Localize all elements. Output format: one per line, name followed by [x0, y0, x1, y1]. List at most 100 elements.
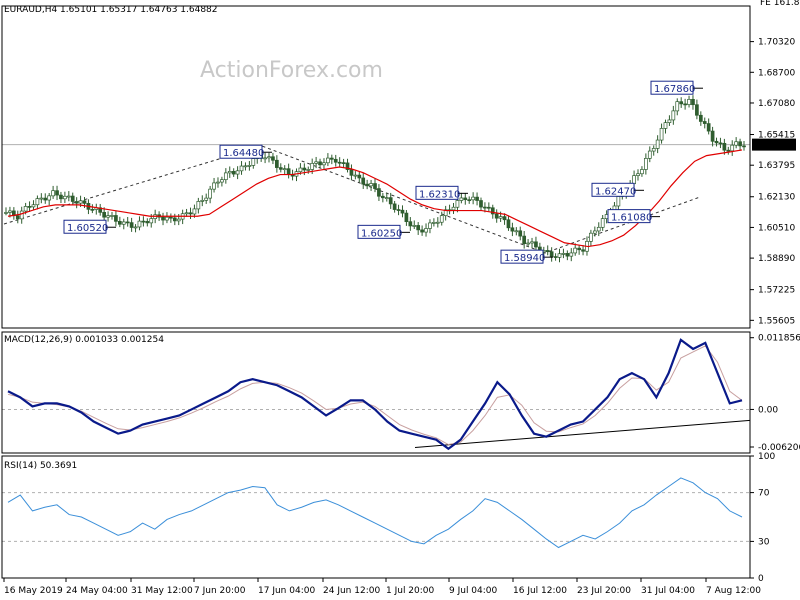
- candle-body: [526, 242, 530, 245]
- x-tick-label: 31 Jul 04:00: [641, 586, 695, 596]
- candle-body: [518, 230, 523, 237]
- candle-body: [384, 197, 389, 199]
- y-tick-label: 1.58890: [758, 254, 795, 264]
- candle-body: [561, 253, 566, 255]
- candle-body: [722, 142, 727, 151]
- candle-body: [243, 165, 248, 168]
- candle-body: [341, 162, 346, 164]
- candle-body: [102, 211, 106, 218]
- candle-body: [710, 130, 715, 142]
- y-tick-label: 1.60510: [758, 223, 795, 233]
- candle-body: [416, 225, 421, 231]
- candle-body: [726, 149, 731, 152]
- candle-body: [506, 219, 511, 229]
- fib-level-label: FE 161.8: [760, 0, 800, 8]
- candle-body: [165, 216, 169, 221]
- candle-body: [70, 195, 75, 202]
- price-annotation: 1.58940: [504, 253, 545, 264]
- candle-body: [486, 206, 491, 209]
- candle-body: [573, 247, 578, 254]
- candle-body: [349, 169, 354, 176]
- candle-body: [169, 216, 173, 219]
- candle-body: [51, 190, 55, 197]
- candle-body: [149, 218, 154, 224]
- candle-body: [267, 156, 271, 159]
- candle-body: [227, 170, 232, 174]
- candle-body: [220, 179, 224, 183]
- candle-body: [90, 209, 95, 211]
- candle-body: [361, 177, 366, 185]
- candle-body: [63, 195, 67, 200]
- candle-body: [145, 221, 150, 224]
- candle-body: [644, 158, 648, 170]
- candle-body: [278, 167, 283, 170]
- candle-body: [577, 247, 581, 251]
- candle-body: [471, 196, 475, 201]
- candle-body: [172, 217, 177, 222]
- candle-body: [459, 197, 464, 201]
- candle-body: [683, 103, 687, 106]
- candle-body: [326, 157, 330, 164]
- candle-body: [204, 197, 209, 201]
- candle-body: [655, 139, 660, 149]
- candle-body: [636, 173, 640, 176]
- rsi-line: [7, 477, 743, 549]
- candle-body: [23, 206, 28, 212]
- candle-body: [706, 123, 711, 132]
- candle-body: [365, 183, 369, 187]
- candle-body: [275, 159, 279, 168]
- candle-body: [553, 256, 558, 258]
- candle-body: [373, 183, 377, 189]
- candle-body: [47, 195, 52, 201]
- x-tick-label: 16 May 2019: [4, 586, 63, 596]
- candle-body: [742, 145, 746, 148]
- candle-body: [730, 144, 735, 152]
- candle-body: [117, 220, 122, 225]
- rsi-tick-label: 100: [758, 452, 775, 462]
- macd-panel: [2, 338, 751, 451]
- candle-body: [691, 99, 695, 106]
- candle-body: [388, 197, 393, 205]
- moving-average-line: [7, 149, 743, 248]
- x-tick-label: 1 Jul 20:00: [386, 586, 435, 596]
- candle-body: [15, 215, 20, 220]
- candle-body: [27, 206, 32, 208]
- candle-body: [392, 203, 397, 210]
- price-panel: 1.64480 1.62310 1.60520 1.60250 1.58940 1.624…: [3, 80, 746, 264]
- candle-body: [129, 222, 134, 228]
- candle-body: [667, 119, 672, 123]
- candle-body: [695, 104, 699, 116]
- candle-body: [651, 148, 656, 152]
- macd-trendline: [414, 419, 751, 449]
- candle-body: [463, 197, 468, 201]
- candle-body: [125, 221, 130, 224]
- rsi-title: RSI(14) 50.3691: [4, 461, 77, 471]
- candle-body: [192, 208, 197, 215]
- x-tick-label: 7 Aug 12:00: [706, 586, 761, 596]
- x-tick-label: 31 May 12:00: [131, 586, 193, 596]
- candle-body: [432, 222, 436, 224]
- candle-body: [596, 226, 601, 232]
- candle-body: [435, 221, 440, 224]
- candle-body: [467, 199, 472, 202]
- candle-body: [483, 206, 487, 209]
- price-annotation: 1.62310: [419, 189, 460, 200]
- candle-body: [251, 158, 256, 166]
- candle-body: [74, 201, 79, 204]
- candle-body: [632, 175, 636, 185]
- candle-body: [310, 163, 315, 170]
- candle-body: [302, 167, 307, 171]
- candle-body: [475, 196, 479, 201]
- candle-body: [377, 188, 381, 197]
- candle-body: [176, 218, 181, 222]
- candle-body: [714, 140, 719, 144]
- candle-body: [318, 161, 322, 166]
- candle-body: [322, 162, 326, 166]
- candle-body: [534, 241, 538, 248]
- candle-body: [412, 225, 417, 227]
- candle-body: [647, 150, 652, 159]
- y-tick-label: 1.70320: [758, 38, 795, 48]
- x-tick-label: 23 Jul 20:00: [577, 586, 631, 596]
- candle-body: [78, 200, 83, 204]
- macd-tick-label: -0.006206: [758, 443, 800, 453]
